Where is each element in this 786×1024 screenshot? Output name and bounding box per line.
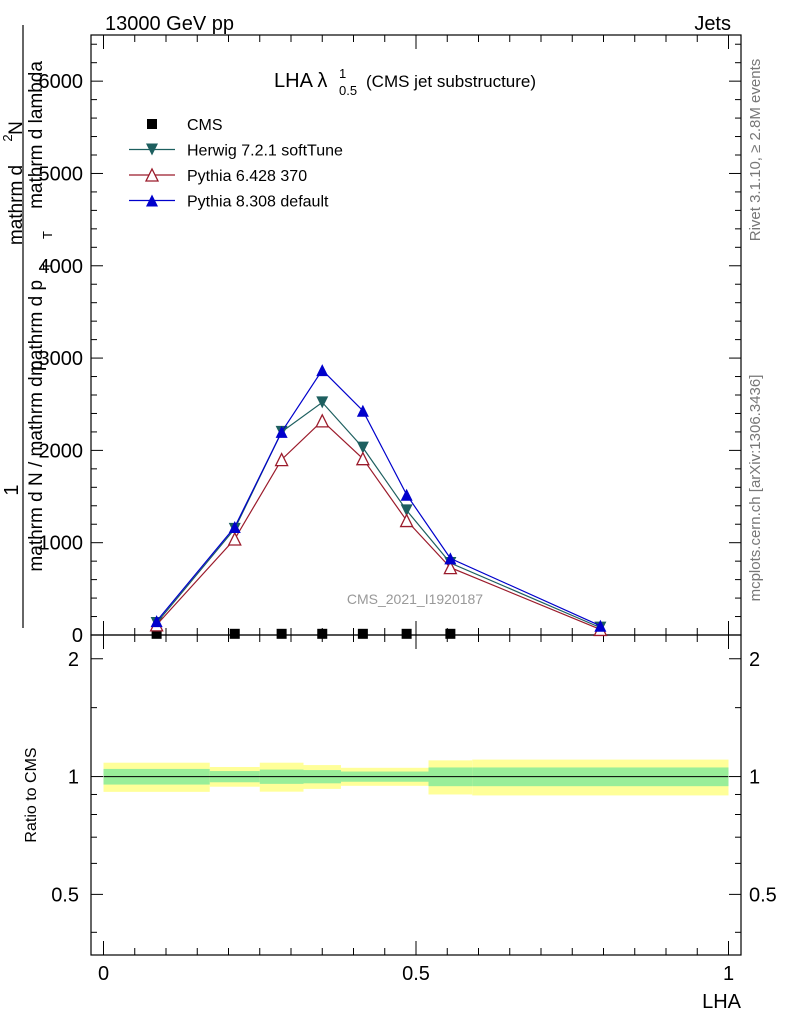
ratio-ytick-label-right-1: 1: [749, 767, 760, 789]
series-3-point-7: [594, 619, 607, 632]
ratio-bands: [103, 759, 729, 796]
main-ytick-label-6: 6000: [39, 71, 84, 93]
series-2-point-3: [315, 413, 330, 428]
legend-label-1: Herwig 7.2.1 softTune: [187, 143, 343, 160]
ratio-ytick-label-left-2: 2: [68, 649, 79, 671]
series-2-point-6: [443, 560, 458, 575]
series-0-point-1: [229, 628, 240, 639]
series-0: [151, 628, 456, 639]
ylabel-numerator-2: mathrm d: [6, 165, 27, 245]
x-axis-label: LHA: [702, 991, 742, 1013]
series-3-point-0: [150, 615, 163, 628]
mcplots-source-text: mcplots.cern.ch [arXiv:1306.3436]: [747, 375, 764, 602]
series-0-point-4: [357, 628, 368, 639]
ylabel-denominator-1-sub: T: [40, 262, 55, 270]
series-line-2: [156, 420, 601, 631]
series-2-point-4: [355, 451, 370, 466]
header-right-text: Jets: [694, 13, 731, 35]
ylabel-numerator-2-sup: 2: [0, 134, 15, 141]
ratio-ytick-label-left-0: 0.5: [51, 884, 79, 906]
series-line-1: [156, 401, 601, 629]
main-ytick-label-0: 0: [72, 625, 83, 647]
legend-marker-0: [147, 119, 157, 129]
series-1-point-3: [316, 396, 329, 409]
ratio-xtick-label-2: 1: [723, 963, 734, 985]
legend-label-2: Pythia 6.428 370: [187, 168, 307, 185]
series-2-point-1: [227, 531, 242, 546]
series-2-point-2: [274, 452, 289, 467]
series-3-point-6: [444, 552, 457, 565]
series-3-point-2: [275, 425, 288, 438]
header-left-text: 13000 GeV pp: [105, 13, 234, 35]
series-0-point-0: [151, 628, 162, 639]
analysis-watermark: CMS_2021_I1920187: [347, 591, 483, 607]
series-0-point-3: [317, 628, 328, 639]
series-2-point-5: [399, 513, 414, 528]
legend-marker-1: [146, 143, 158, 156]
ratio-ytick-label-left-1: 1: [68, 767, 79, 789]
ratio-y-axis-label: Ratio to CMS: [23, 747, 40, 842]
plot-title-suffix: (CMS jet substructure): [366, 72, 536, 91]
main-ytick-label-2: 2000: [39, 440, 84, 462]
main-ytick-label-3: 3000: [39, 348, 84, 370]
series-1-point-4: [356, 441, 369, 454]
series-3: [150, 364, 607, 632]
main-ytick-label-5: 5000: [39, 163, 84, 185]
ylabel-numerator-2-rest: N: [6, 121, 27, 135]
ylabel-denominator-1: mathrm d N / mathrm d p: [26, 360, 47, 571]
ratio-xtick-label-1: 0.5: [402, 963, 430, 985]
ylabel-denominator-2: mathrm d p: [26, 280, 47, 376]
main-ytick-label-1: 1000: [39, 533, 84, 555]
main-ytick-label-4: 4000: [39, 256, 84, 278]
rivet-version-text: Rivet 3.1.10, ≥ 2.8M events: [747, 59, 764, 242]
series-3-point-5: [400, 488, 413, 501]
legend-marker-3: [146, 194, 158, 207]
series-0-point-6: [445, 628, 456, 639]
legend-label-3: Pythia 8.308 default: [187, 194, 329, 211]
series-2: [149, 413, 608, 637]
series-0-point-5: [401, 628, 412, 639]
ratio-ytick-label-right-2: 2: [749, 649, 760, 671]
plot-title-subscript: 0.5: [339, 83, 357, 98]
ylabel-denominator-2-rest: mathrm d lambda: [26, 61, 47, 209]
ylabel-denominator-2-sub: T: [40, 231, 55, 239]
ylabel-numerator: 1: [1, 484, 23, 495]
plot-title-superscript: 1: [339, 66, 346, 81]
legend-marker-2: [144, 167, 160, 182]
series-line-3: [156, 369, 601, 627]
series-3-point-3: [316, 364, 329, 377]
series-3-point-1: [228, 521, 241, 533]
ratio-xtick-label-0: 0: [98, 963, 109, 985]
series-0-point-2: [276, 628, 287, 639]
legend-label-0: CMS: [187, 117, 223, 134]
ratio-ytick-label-right-0: 0.5: [749, 884, 777, 906]
plot-title: LHA λ: [274, 70, 327, 92]
series-3-point-4: [356, 404, 369, 417]
series-1-point-5: [400, 504, 413, 517]
